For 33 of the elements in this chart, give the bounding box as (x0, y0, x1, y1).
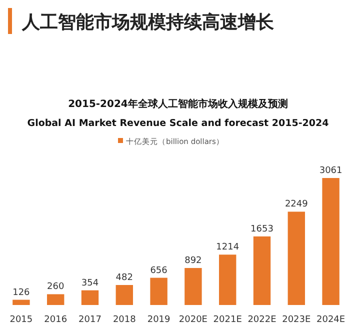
chart-title: 人工智能市场规模持续高速增长 (21, 12, 275, 33)
x-tick-label: 2018 (112, 315, 136, 325)
data-label: 260 (47, 282, 64, 292)
bar (288, 212, 305, 305)
bar (322, 178, 340, 305)
bar (150, 278, 168, 305)
x-tick-label: 2020E (178, 315, 208, 325)
bar (116, 285, 133, 305)
x-tick-label: 2016 (44, 315, 68, 325)
data-label: 1653 (250, 224, 274, 234)
text: Global AI Market Revenue Scale and forecast 2015-2024 (27, 118, 330, 129)
data-label: 1214 (216, 242, 240, 253)
data-label: 656 (150, 266, 168, 276)
x-tick-label: 2015 (10, 315, 33, 325)
data-label: 126 (12, 288, 30, 298)
x-tick-label: 2019 (147, 315, 171, 325)
bar (81, 290, 99, 305)
data-label: 892 (184, 256, 202, 266)
data-label: 2249 (284, 200, 308, 210)
data-label: 354 (81, 278, 99, 288)
data-label: 482 (116, 273, 133, 283)
bar (12, 300, 30, 305)
chart-subtitle: 2015-2024年全球人工智能市场收入规模及预测 (68, 98, 288, 110)
bar (47, 294, 64, 305)
bar (253, 236, 271, 305)
x-tick-label: 2017 (78, 315, 102, 325)
x-tick-label: 2023E (282, 315, 312, 325)
bar (184, 268, 202, 305)
bar (219, 254, 236, 305)
x-tick-label: 2022E (248, 315, 277, 325)
x-tick-label: 2024E (316, 315, 346, 325)
x-tick-label: 2021E (213, 315, 242, 325)
data-label: 3061 (319, 166, 342, 176)
